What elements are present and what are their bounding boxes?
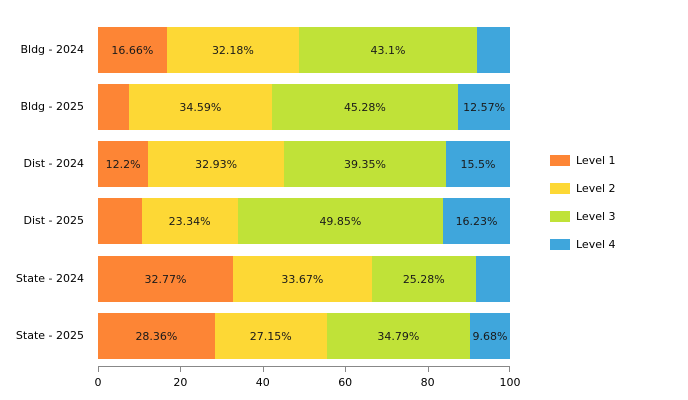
bar-segment-level-4[interactable]: 15.5%	[446, 141, 510, 187]
x-tick	[180, 366, 182, 372]
bar-row: 23.34% 49.85% 16.23%	[98, 198, 510, 244]
bar-segment-level-3[interactable]: 25.28%	[371, 256, 476, 302]
x-tick	[345, 366, 347, 372]
bar-segment-level-4[interactable]: 12.57%	[458, 84, 510, 130]
x-tick-label: 100	[499, 376, 521, 389]
bar-segment-level-4[interactable]	[476, 27, 510, 73]
x-axis-line	[98, 366, 510, 367]
bar-segment-level-3[interactable]: 45.28%	[271, 84, 459, 130]
category-label: Dist - 2025	[23, 214, 84, 227]
bar-segment-level-2[interactable]: 34.59%	[129, 84, 272, 130]
x-tick	[98, 366, 99, 372]
category-label: Bldg - 2024	[20, 43, 84, 56]
legend-swatch	[550, 210, 570, 222]
legend: Level 1 Level 2 Level 3 Level 4	[550, 153, 616, 265]
x-tick-label: 20	[173, 376, 188, 389]
bar-segment-level-1[interactable]	[98, 84, 130, 130]
legend-item-level-3[interactable]: Level 3	[550, 209, 616, 223]
x-tick	[509, 366, 510, 372]
bar-row: 32.77% 33.67% 25.28%	[98, 256, 510, 302]
bar-row: 12.2% 32.93% 39.35% 15.5%	[98, 141, 510, 187]
bar-segment-level-1[interactable]: 32.77%	[98, 256, 233, 302]
x-tick-label: 60	[338, 376, 353, 389]
bar-segment-level-1[interactable]: 16.66%	[98, 27, 167, 73]
bar-segment-level-3[interactable]: 34.79%	[326, 313, 470, 359]
bar-segment-level-2[interactable]: 27.15%	[214, 313, 327, 359]
legend-item-level-2[interactable]: Level 2	[550, 181, 616, 195]
legend-swatch	[550, 182, 570, 194]
bar-segment-level-4[interactable]: 16.23%	[443, 198, 510, 244]
legend-label: Level 2	[576, 181, 616, 195]
x-tick-label: 40	[255, 376, 270, 389]
bar-row: 28.36% 27.15% 34.79% 9.68%	[98, 313, 510, 359]
bar-row: 16.66% 32.18% 43.1%	[98, 27, 510, 73]
legend-swatch	[550, 238, 570, 250]
legend-label: Level 1	[576, 153, 616, 167]
legend-item-level-4[interactable]: Level 4	[550, 237, 616, 251]
x-tick-label: 0	[94, 376, 102, 389]
x-tick-label: 80	[420, 376, 435, 389]
category-label: State - 2024	[15, 272, 84, 285]
legend-label: Level 4	[576, 237, 616, 251]
x-tick	[427, 366, 429, 372]
bar-row: 34.59% 45.28% 12.57%	[98, 84, 510, 130]
bar-segment-level-2[interactable]: 23.34%	[141, 198, 238, 244]
bar-segment-level-1[interactable]: 12.2%	[98, 141, 149, 187]
bar-segment-level-3[interactable]: 49.85%	[237, 198, 444, 244]
legend-label: Level 3	[576, 209, 616, 223]
category-label: State - 2025	[15, 329, 84, 342]
bar-segment-level-4[interactable]: 9.68%	[470, 313, 510, 359]
bar-segment-level-1[interactable]	[98, 198, 142, 244]
legend-swatch	[550, 154, 570, 166]
bar-segment-level-2[interactable]: 33.67%	[233, 256, 372, 302]
bar-segment-level-1[interactable]: 28.36%	[98, 313, 215, 359]
x-tick	[262, 366, 264, 372]
category-label: Dist - 2024	[23, 157, 84, 170]
legend-item-level-1[interactable]: Level 1	[550, 153, 616, 167]
bar-segment-level-3[interactable]: 39.35%	[283, 141, 447, 187]
bar-segment-level-2[interactable]: 32.18%	[166, 27, 300, 73]
category-label: Bldg - 2025	[20, 100, 84, 113]
bar-segment-level-2[interactable]: 32.93%	[148, 141, 284, 187]
bar-segment-level-4[interactable]	[475, 256, 510, 302]
bar-segment-level-3[interactable]: 43.1%	[299, 27, 477, 73]
